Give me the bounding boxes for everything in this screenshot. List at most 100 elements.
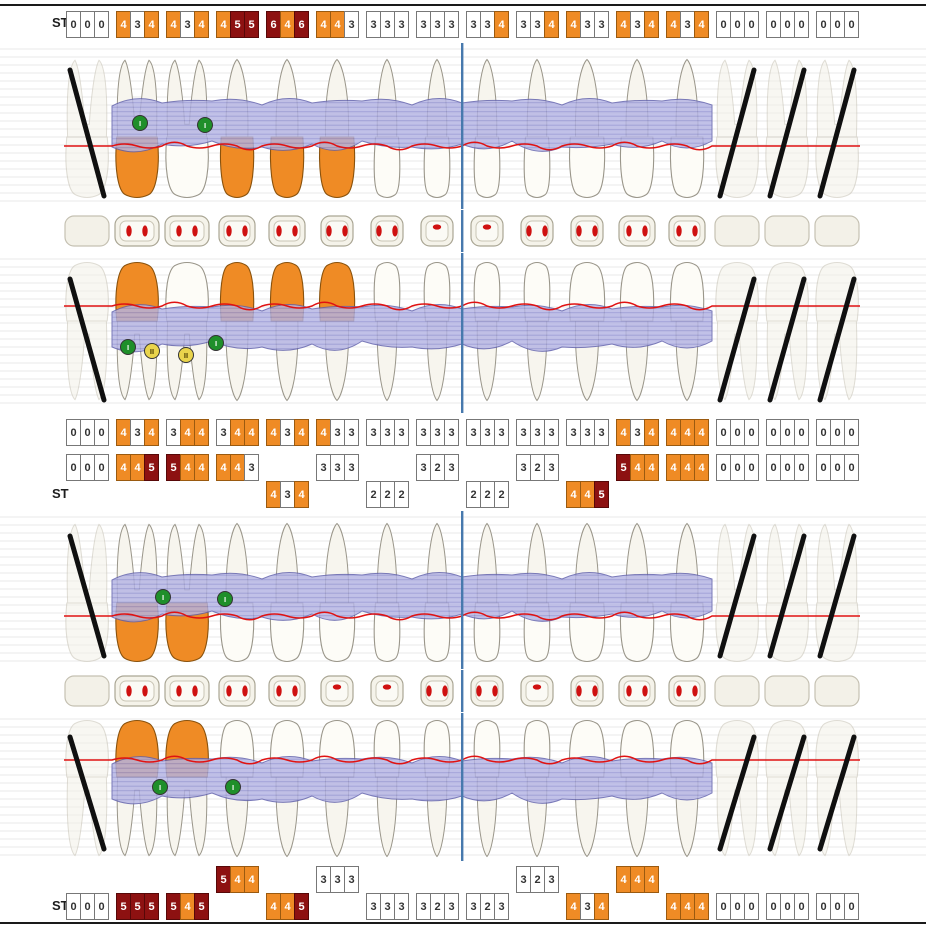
- occlusal-tooth-42[interactable]: [370, 675, 404, 707]
- st-cell[interactable]: 0: [766, 454, 781, 481]
- st-cell[interactable]: 4: [694, 419, 709, 446]
- occlusal-tooth-18[interactable]: [64, 215, 110, 247]
- st-cell[interactable]: 4: [580, 481, 595, 508]
- st-cell[interactable]: 4: [216, 454, 231, 481]
- st-cell[interactable]: 0: [794, 11, 809, 38]
- st-cell[interactable]: 3: [494, 893, 509, 920]
- st-cell[interactable]: 3: [444, 454, 459, 481]
- st-cell[interactable]: 3: [444, 11, 459, 38]
- st-cell[interactable]: 3: [516, 454, 531, 481]
- occlusal-tooth-28[interactable]: [814, 215, 860, 247]
- st-cell[interactable]: 4: [644, 454, 659, 481]
- st-cell[interactable]: 0: [80, 893, 95, 920]
- st-cell[interactable]: 3: [566, 419, 581, 446]
- st-cell[interactable]: 3: [680, 11, 695, 38]
- occlusal-tooth-26[interactable]: [714, 215, 760, 247]
- occlusal-tooth-48[interactable]: [64, 675, 110, 707]
- st-cell[interactable]: 2: [530, 866, 545, 893]
- st-cell[interactable]: 3: [544, 419, 559, 446]
- st-cell[interactable]: 3: [344, 11, 359, 38]
- st-cell[interactable]: 0: [780, 419, 795, 446]
- st-cell[interactable]: 0: [94, 893, 109, 920]
- st-cell[interactable]: 0: [66, 454, 81, 481]
- st-cell[interactable]: 0: [830, 893, 845, 920]
- st-cell[interactable]: 4: [116, 454, 131, 481]
- occlusal-tooth-16[interactable]: [164, 215, 210, 247]
- st-cell[interactable]: 5: [244, 11, 259, 38]
- occlusal-tooth-46[interactable]: [164, 675, 210, 707]
- st-cell[interactable]: 4: [644, 419, 659, 446]
- st-cell[interactable]: 4: [694, 454, 709, 481]
- st-cell[interactable]: 4: [316, 11, 331, 38]
- st-cell[interactable]: 0: [780, 11, 795, 38]
- st-cell[interactable]: 4: [566, 481, 581, 508]
- tooth-28-upper-buccal[interactable]: [815, 59, 859, 199]
- st-cell[interactable]: 3: [480, 11, 495, 38]
- st-cell[interactable]: 3: [530, 419, 545, 446]
- tooth-38-lower-lingual[interactable]: [815, 523, 859, 663]
- furcation-marker-I[interactable]: I: [132, 115, 148, 131]
- furcation-marker-I[interactable]: I: [208, 335, 224, 351]
- occlusal-tooth-11[interactable]: [420, 215, 454, 247]
- st-cell[interactable]: 0: [730, 893, 745, 920]
- st-cell[interactable]: 0: [80, 419, 95, 446]
- st-cell[interactable]: 2: [366, 481, 381, 508]
- st-cell[interactable]: 3: [330, 454, 345, 481]
- st-cell[interactable]: 3: [580, 893, 595, 920]
- occlusal-tooth-17[interactable]: [114, 215, 160, 247]
- st-cell[interactable]: 5: [144, 893, 159, 920]
- st-cell[interactable]: 0: [816, 11, 831, 38]
- st-cell[interactable]: 3: [494, 419, 509, 446]
- occlusal-tooth-25[interactable]: [668, 215, 706, 247]
- st-cell[interactable]: 4: [566, 893, 581, 920]
- st-cell[interactable]: 2: [530, 454, 545, 481]
- st-cell[interactable]: 4: [594, 893, 609, 920]
- st-cell[interactable]: 3: [330, 419, 345, 446]
- st-cell[interactable]: 4: [266, 481, 281, 508]
- st-cell[interactable]: 3: [466, 893, 481, 920]
- occlusal-tooth-21[interactable]: [470, 215, 504, 247]
- st-cell[interactable]: 3: [416, 419, 431, 446]
- occlusal-tooth-32[interactable]: [520, 675, 554, 707]
- st-cell[interactable]: 4: [180, 419, 195, 446]
- st-cell[interactable]: 0: [730, 11, 745, 38]
- st-cell[interactable]: 4: [116, 419, 131, 446]
- occlusal-tooth-43[interactable]: [320, 675, 354, 707]
- st-cell[interactable]: 4: [680, 893, 695, 920]
- st-cell[interactable]: 4: [666, 11, 681, 38]
- st-cell[interactable]: 0: [94, 11, 109, 38]
- st-cell[interactable]: 2: [494, 481, 509, 508]
- st-cell[interactable]: 3: [594, 11, 609, 38]
- st-cell[interactable]: 3: [280, 481, 295, 508]
- st-cell[interactable]: 0: [780, 454, 795, 481]
- st-cell[interactable]: 0: [66, 419, 81, 446]
- st-cell[interactable]: 0: [66, 893, 81, 920]
- st-cell[interactable]: 5: [166, 893, 181, 920]
- st-cell[interactable]: 3: [130, 11, 145, 38]
- st-cell[interactable]: 0: [844, 419, 859, 446]
- occlusal-tooth-22[interactable]: [520, 215, 554, 247]
- st-cell[interactable]: 5: [130, 893, 145, 920]
- st-cell[interactable]: 4: [216, 11, 231, 38]
- furcation-marker-I[interactable]: I: [197, 117, 213, 133]
- st-cell[interactable]: 0: [844, 11, 859, 38]
- st-cell[interactable]: 3: [330, 866, 345, 893]
- st-cell[interactable]: 3: [344, 454, 359, 481]
- st-cell[interactable]: 0: [794, 893, 809, 920]
- st-cell[interactable]: 4: [316, 419, 331, 446]
- furcation-marker-I[interactable]: I: [225, 779, 241, 795]
- st-cell[interactable]: 4: [630, 454, 645, 481]
- furcation-marker-I[interactable]: I: [155, 589, 171, 605]
- st-cell[interactable]: 0: [730, 454, 745, 481]
- st-cell[interactable]: 3: [344, 419, 359, 446]
- st-cell[interactable]: 3: [380, 11, 395, 38]
- occlusal-tooth-33[interactable]: [570, 675, 604, 707]
- furcation-marker-II[interactable]: II: [178, 347, 194, 363]
- st-cell[interactable]: 3: [430, 11, 445, 38]
- st-cell[interactable]: 2: [466, 481, 481, 508]
- st-cell[interactable]: 0: [94, 419, 109, 446]
- st-cell[interactable]: 3: [516, 866, 531, 893]
- st-cell[interactable]: 4: [680, 454, 695, 481]
- st-cell[interactable]: 0: [766, 419, 781, 446]
- st-cell[interactable]: 4: [666, 419, 681, 446]
